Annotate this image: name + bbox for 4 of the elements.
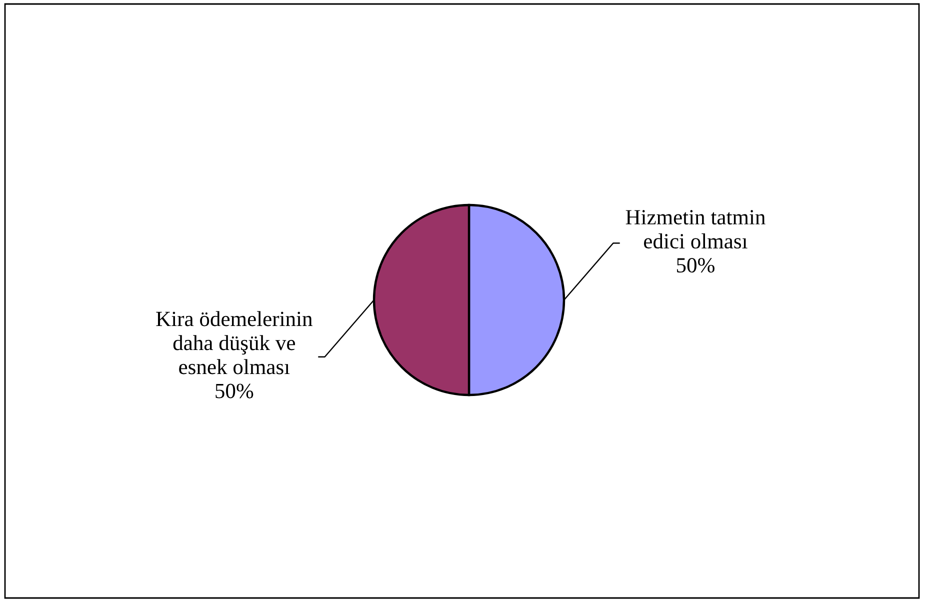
- data-label: 50%: [676, 258, 714, 273]
- slice-label: Hizmetin tatmin edici olması: [626, 210, 766, 249]
- slice-label: Kira ödemelerinin daha düşük ve esnek olması: [156, 311, 312, 374]
- data-label: 50%: [216, 384, 254, 398]
